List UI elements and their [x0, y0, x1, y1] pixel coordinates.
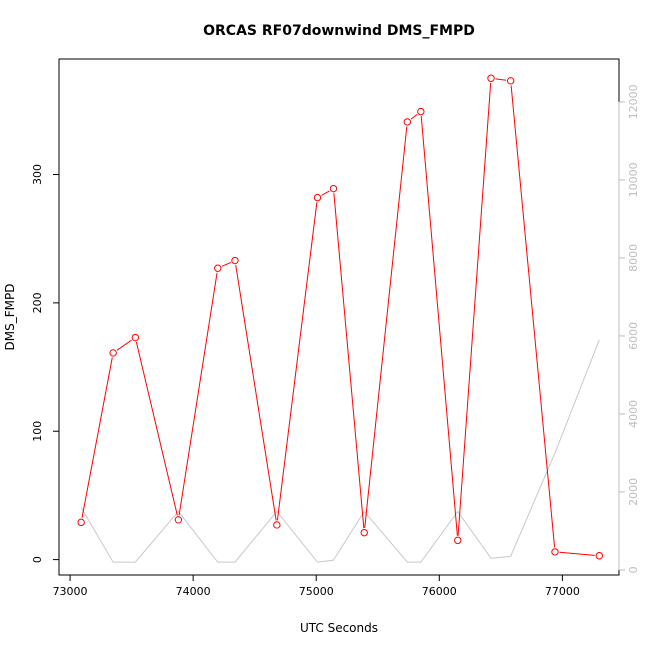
data-point — [329, 184, 338, 193]
series-segment — [81, 357, 113, 518]
data-point — [360, 528, 368, 537]
x-tick-label: 75000 — [299, 585, 334, 598]
data-point — [595, 552, 604, 560]
y-tick-label: 200 — [31, 292, 44, 313]
series-segment — [420, 116, 458, 536]
plot-frame — [58, 58, 620, 576]
y2-tick-label: 8000 — [627, 244, 640, 272]
series-segment — [495, 78, 507, 81]
y-axis-right: 0 2000 4000 6000 8000 10000 12000 — [618, 84, 640, 573]
y-axis-left: 0 100 200 300 — [31, 164, 60, 563]
series-segment — [410, 114, 418, 120]
series-segment — [178, 272, 218, 516]
data-point — [417, 107, 425, 116]
x-axis: 73000 74000 75000 76000 77000 — [53, 574, 580, 598]
y-tick-label: 300 — [31, 164, 44, 185]
data-point — [131, 333, 140, 342]
y2-tick-label: 2000 — [627, 478, 640, 506]
series-segment — [559, 551, 595, 556]
series-line-altitude — [80, 339, 600, 563]
x-tick-label: 77000 — [545, 585, 580, 598]
data-point — [231, 256, 239, 265]
y2-tick-label: 10000 — [627, 162, 640, 197]
series-segment — [321, 190, 330, 196]
y-tick-label: 100 — [31, 421, 44, 442]
data-point — [313, 193, 322, 202]
data-point — [551, 548, 559, 556]
series-segment — [333, 193, 365, 529]
data-point — [454, 536, 462, 545]
series-segment — [135, 341, 178, 516]
x-axis-label: UTC Seconds — [300, 621, 378, 635]
series-segment — [221, 261, 232, 267]
x-tick-label: 76000 — [422, 585, 457, 598]
data-point — [214, 264, 222, 272]
series-layer — [77, 74, 604, 563]
x-tick-label: 73000 — [53, 585, 88, 598]
series-segment — [457, 82, 492, 536]
data-point — [506, 77, 515, 85]
series-segment — [116, 339, 132, 351]
data-point — [273, 521, 281, 529]
series-segment — [276, 202, 318, 521]
series-segment — [235, 264, 277, 521]
y2-tick-label: 6000 — [627, 322, 640, 350]
y2-tick-label: 4000 — [627, 400, 640, 428]
series-segment — [510, 85, 556, 548]
data-point — [174, 516, 183, 524]
y2-tick-label: 0 — [627, 566, 640, 573]
y-tick-label: 0 — [31, 556, 44, 563]
data-point — [403, 118, 412, 126]
x-tick-label: 74000 — [176, 585, 211, 598]
data-point — [77, 518, 85, 527]
y2-tick-label: 12000 — [627, 84, 640, 119]
data-point — [109, 349, 117, 357]
series-segment — [364, 126, 408, 529]
data-point — [487, 74, 495, 82]
y-axis-label: DMS_FMPD — [3, 284, 17, 351]
chart-title: ORCAS RF07downwind DMS_FMPD — [203, 23, 475, 39]
